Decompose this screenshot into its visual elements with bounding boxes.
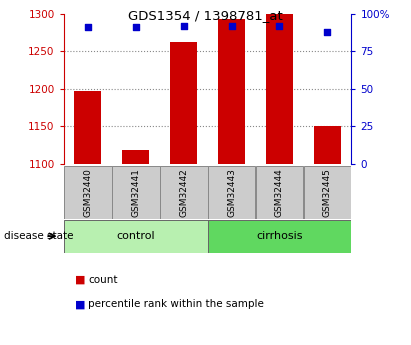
Text: GSM32443: GSM32443 [227,168,236,217]
FancyBboxPatch shape [159,166,208,219]
FancyBboxPatch shape [208,166,256,219]
Point [84,24,91,30]
Text: control: control [116,231,155,241]
Bar [171,42,197,164]
FancyBboxPatch shape [112,166,159,219]
FancyBboxPatch shape [64,166,112,219]
Text: GSM32445: GSM32445 [323,168,332,217]
Bar [314,126,341,164]
Point [228,23,235,29]
FancyBboxPatch shape [64,220,208,253]
Point [132,24,139,30]
Text: cirrhosis: cirrhosis [256,231,303,241]
Bar [266,14,293,164]
Text: GDS1354 / 1398781_at: GDS1354 / 1398781_at [128,9,283,22]
FancyBboxPatch shape [208,220,351,253]
FancyBboxPatch shape [256,166,303,219]
Text: GSM32444: GSM32444 [275,168,284,217]
Bar [74,91,101,164]
Point [276,23,283,29]
Text: disease state: disease state [4,231,74,241]
Text: GSM32441: GSM32441 [131,168,140,217]
Point [324,29,331,34]
Bar [218,19,245,164]
Text: GSM32440: GSM32440 [83,168,92,217]
Bar [122,150,149,164]
Text: GSM32442: GSM32442 [179,168,188,217]
FancyBboxPatch shape [303,166,351,219]
Point [180,23,187,29]
Text: count: count [88,275,118,285]
Text: ■: ■ [75,275,85,285]
Text: percentile rank within the sample: percentile rank within the sample [88,299,264,309]
Text: ■: ■ [75,299,85,309]
